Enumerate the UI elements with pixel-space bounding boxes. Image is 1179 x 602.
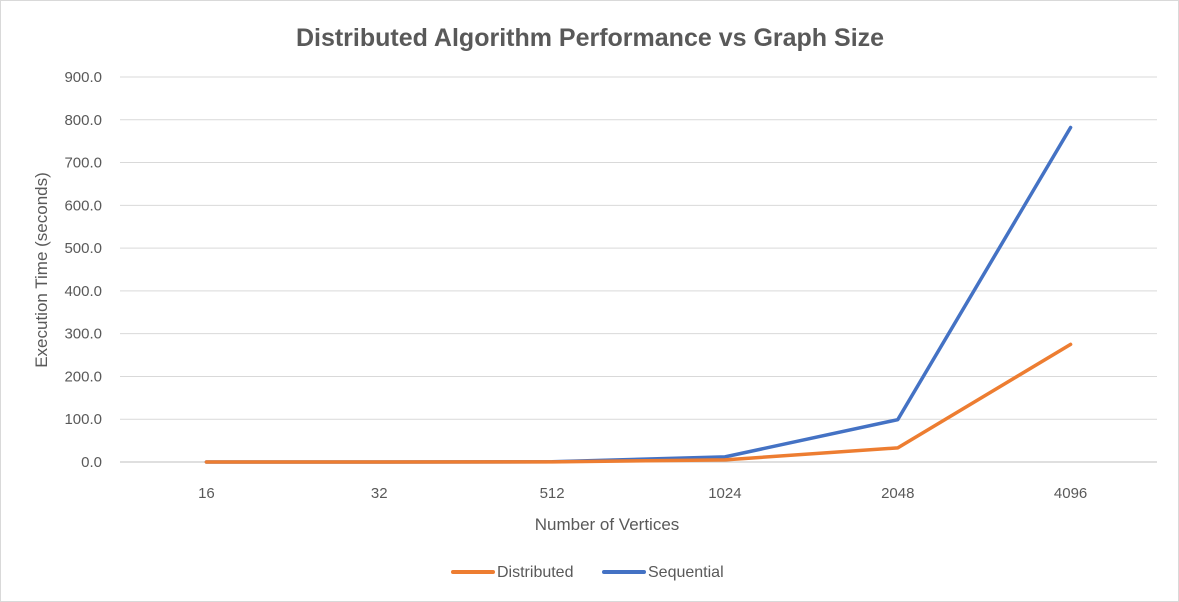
y-tick-label: 800.0 — [64, 112, 102, 129]
chart-title: Distributed Algorithm Performance vs Gra… — [296, 24, 884, 52]
y-axis-ticks: 0.0 100.0 200.0 300.0 400.0 500.0 600.0 700.0 80… — [64, 69, 102, 471]
grid-lines — [120, 76, 1157, 463]
series-lines — [204, 125, 1073, 464]
legend: Distributed Sequential — [451, 564, 724, 581]
y-tick-label: 600.0 — [64, 197, 102, 214]
y-tick-label: 500.0 — [64, 240, 102, 257]
x-axis-ticks: 16 32 512 1024 2048 4096 — [198, 485, 1087, 502]
y-tick-label: 200.0 — [64, 368, 102, 385]
y-tick-label: 100.0 — [64, 411, 102, 428]
x-axis-label: Number of Vertices — [535, 515, 680, 534]
x-tick-label: 4096 — [1054, 485, 1087, 502]
y-tick-label: 700.0 — [64, 155, 102, 172]
y-axis-label: Execution Time (seconds) — [32, 172, 51, 368]
series-line-distributed — [204, 342, 1073, 464]
series-line-sequential — [204, 125, 1073, 464]
y-tick-label: 300.0 — [64, 326, 102, 343]
x-tick-label: 2048 — [881, 485, 914, 502]
x-tick-label: 32 — [371, 485, 388, 502]
y-tick-label: 900.0 — [64, 69, 102, 86]
y-tick-label: 400.0 — [64, 283, 102, 300]
x-tick-label: 512 — [540, 485, 565, 502]
y-tick-label: 0.0 — [81, 454, 102, 471]
legend-label-sequential: Sequential — [648, 564, 724, 581]
x-tick-label: 16 — [198, 485, 215, 502]
legend-label-distributed: Distributed — [497, 564, 573, 581]
x-tick-label: 1024 — [708, 485, 741, 502]
